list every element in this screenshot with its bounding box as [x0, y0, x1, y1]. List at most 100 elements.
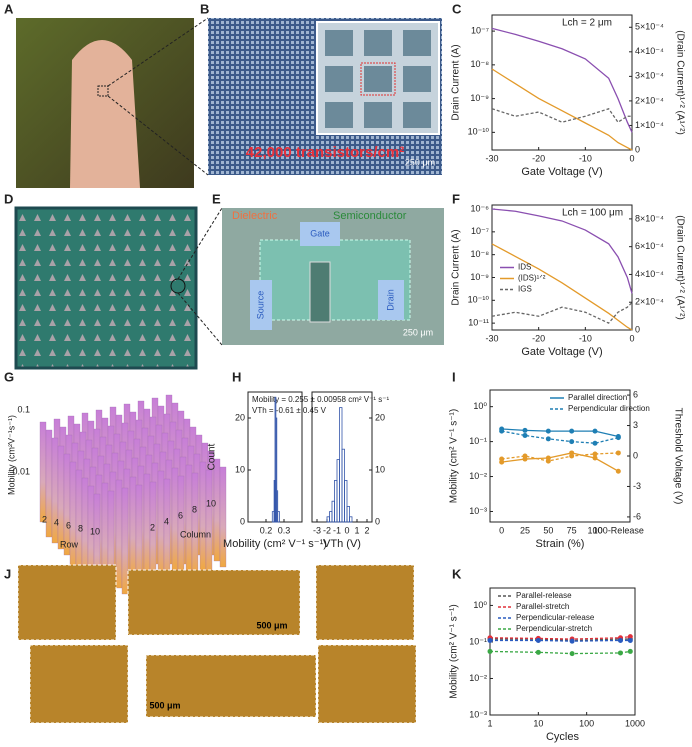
y-axis-label: Count: [207, 443, 218, 470]
panel-label: K: [452, 566, 462, 581]
panel-label: J: [4, 566, 11, 581]
g-bar: [191, 472, 199, 577]
series-line: [491, 68, 633, 151]
inset-cells: [325, 30, 431, 128]
x-tick-label: 1000: [625, 718, 645, 728]
x-tick-label: 0: [344, 525, 349, 535]
y-axis-label: Mobility (cm² V⁻¹ s⁻¹): [449, 409, 460, 503]
x-axis-label: Strain (%): [536, 538, 585, 550]
x-tick-label: -10: [579, 333, 592, 343]
y2-tick-label: 8×10⁻⁴: [635, 213, 664, 223]
legend-label: Parallel-release: [516, 591, 572, 600]
g-rowtick: 4: [54, 517, 59, 527]
g-zlabel: Mobility (cm²V⁻¹s⁻¹): [6, 415, 16, 495]
zoom-line: [107, 17, 209, 87]
zoom-line: [107, 95, 209, 176]
y-tick-label: 10⁻⁷: [471, 25, 489, 35]
g-bar: [69, 461, 77, 571]
annotation: Lch = 2 μm: [562, 18, 612, 29]
y-axis-label: Drain Current (A): [451, 229, 462, 305]
y-tick-label: 10⁻¹: [469, 636, 487, 646]
y2-tick-label: 3: [633, 420, 638, 430]
y-tick-label: 10⁰: [473, 401, 487, 411]
finger: [70, 40, 140, 188]
x-tick-label: -20: [532, 333, 545, 343]
g-bar: [177, 475, 185, 577]
x-tick-label: 50: [543, 525, 553, 535]
g-bar: [129, 476, 137, 580]
series-line: [489, 635, 631, 640]
legend-label: Perpendicular-release: [516, 613, 595, 622]
series-line: [501, 428, 619, 438]
panel-label: C: [452, 1, 462, 16]
series-line: [501, 452, 619, 472]
zoom-line: [177, 292, 223, 346]
y2-tick-label: 0: [635, 324, 640, 334]
y2-tick-label: 0: [375, 516, 380, 526]
annotation: Lch = 100 μm: [562, 208, 623, 219]
g-coltick: 10: [206, 498, 216, 508]
marker: [592, 440, 598, 446]
scale-label: 500 μm: [149, 700, 180, 710]
scale-label: 250 μm: [405, 157, 435, 167]
panel-label: H: [232, 369, 241, 384]
y-tick-label: 10⁰: [473, 600, 487, 610]
y2-tick-label: 0: [633, 450, 638, 460]
x-tick-label: -3: [313, 525, 321, 535]
x-tick-label: -1: [333, 525, 341, 535]
y2-tick-label: 0: [635, 144, 640, 154]
scale-label: 500 μm: [256, 620, 287, 630]
x-tick-label: 0: [499, 525, 504, 535]
label-drain: Drain: [385, 289, 395, 311]
panel-label: G: [4, 369, 14, 384]
y-tick-label: 10⁻²: [469, 673, 487, 683]
x-tick-label: 0: [629, 333, 634, 343]
channel: [309, 261, 331, 323]
label-semiconductor: Semiconductor: [333, 210, 407, 222]
y2-axis-label: Threshold Voltage (V): [672, 408, 683, 505]
series-line: [491, 27, 633, 133]
g-bar: [115, 479, 123, 589]
g-coltick: 6: [178, 510, 183, 520]
marker: [592, 451, 598, 457]
b-overlay: 42,000 transistors/cm²: [246, 144, 404, 161]
x-tick-label: 1: [487, 718, 492, 728]
g-bar: [39, 421, 47, 523]
y-tick-label: 20: [235, 412, 245, 422]
source-pad: [250, 280, 272, 330]
x-tick-label: 1: [354, 525, 359, 535]
x-tick-label: 75: [567, 525, 577, 535]
y2-tick-label: 20: [375, 412, 385, 422]
zoom-box: [97, 85, 109, 97]
series-line: [489, 650, 631, 655]
scale-label: 250 μm: [403, 327, 433, 337]
g-rowtick: 8: [78, 523, 83, 533]
hist-bar: [349, 516, 353, 523]
y-tick-label: 10⁻⁹: [470, 272, 489, 282]
label-dielectric: Dielectric: [232, 210, 278, 222]
series-line: [491, 208, 633, 294]
y-tick-label: 10⁻³: [469, 709, 487, 719]
y-tick-label: 10⁻⁷: [471, 226, 489, 236]
g-bar: [121, 487, 129, 595]
hist-bar: [344, 479, 348, 523]
y-axis-label: Mobility (cm² V⁻¹ s⁻¹): [449, 604, 460, 698]
drain-pad: [378, 280, 404, 320]
x-tick-label: 100: [579, 718, 594, 728]
legend-label: IGS: [518, 285, 532, 294]
y2-tick-label: 6×10⁻⁴: [635, 241, 664, 251]
y-tick-label: 10⁻⁹: [470, 93, 489, 103]
marker: [615, 450, 621, 456]
series-line: [490, 639, 631, 642]
g-coltick: 4: [164, 516, 169, 526]
x-tick-label: 100: [587, 525, 602, 535]
y2-tick-label: 1×10⁻⁴: [635, 120, 664, 130]
x-tick-label: 0.3: [278, 525, 291, 535]
y-tick-label: 10⁻⁶: [471, 203, 490, 213]
panel-label: I: [452, 369, 456, 384]
y-axis-label: Drain Current (A): [451, 44, 462, 120]
y-tick-label: 10⁻³: [469, 506, 487, 516]
y-tick-label: 0: [240, 516, 245, 526]
g-rowtick: 2: [42, 514, 47, 524]
y2-tick-label: -3: [633, 481, 641, 491]
